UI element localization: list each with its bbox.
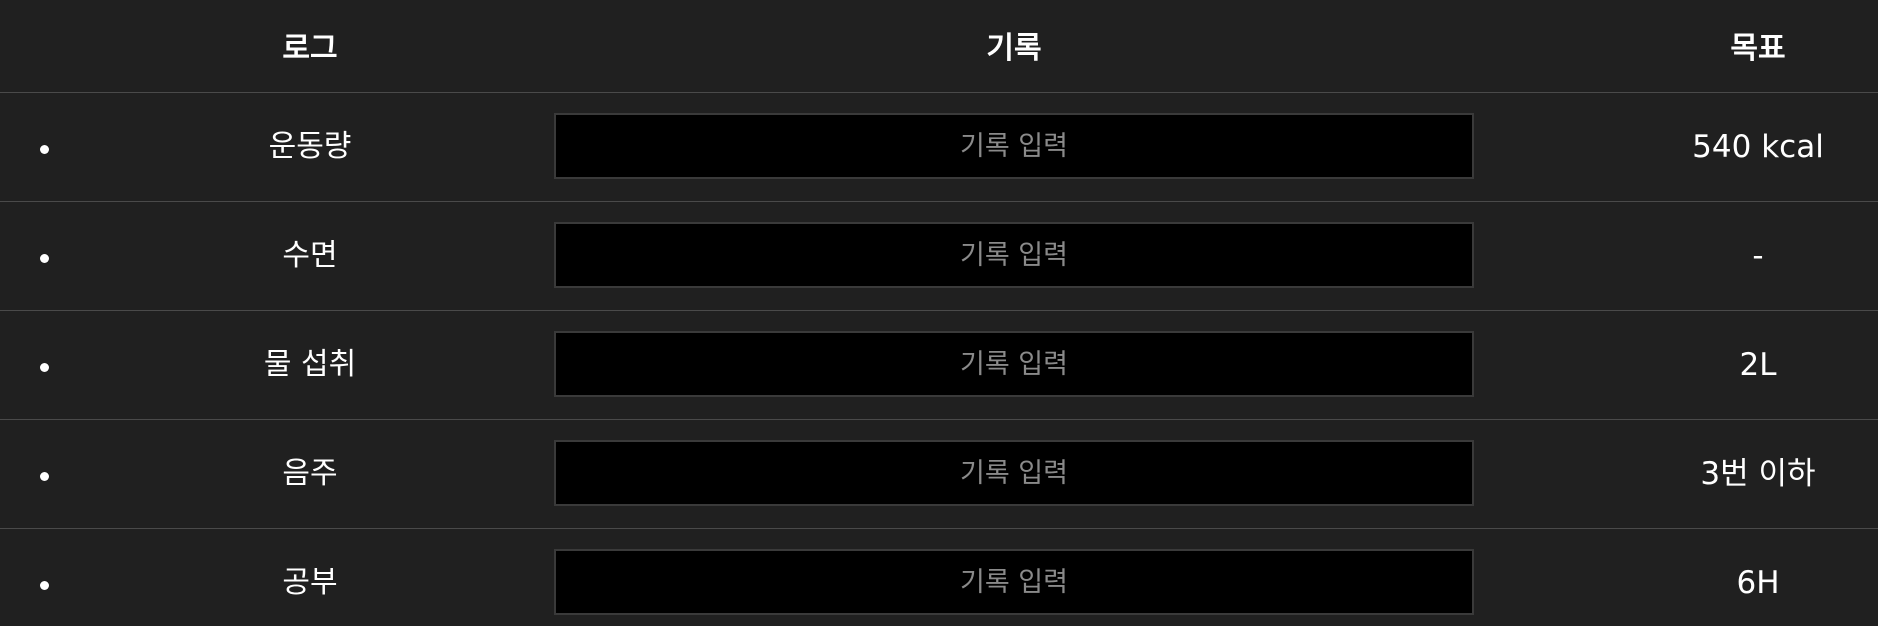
table-row: 운동량 540 kcal [0,93,1878,202]
record-input[interactable] [554,222,1474,288]
bullet-icon [40,145,49,154]
goal-value: - [1752,238,1764,274]
log-name: 운동량 [268,129,352,164]
table-body: 운동량 540 kcal 수면 - 물 섭취 2L 음주 3번 이하 공부 6 [0,93,1878,626]
goal-value: 2L [1739,347,1777,383]
bullet-icon [40,581,49,590]
record-input[interactable] [554,549,1474,615]
column-header-goal: 목표 [1730,31,1786,66]
log-name: 공부 [282,565,338,600]
table-row: 음주 3번 이하 [0,420,1878,529]
bullet-icon [40,254,49,263]
goal-value: 6H [1736,565,1780,601]
goal-value: 540 kcal [1692,129,1824,165]
bullet-icon [40,363,49,372]
table-row: 물 섭취 2L [0,311,1878,420]
record-input[interactable] [554,113,1474,179]
log-name: 음주 [282,456,338,491]
log-name: 물 섭취 [263,347,357,382]
table-row: 수면 - [0,202,1878,311]
goal-value: 3번 이하 [1700,456,1816,492]
log-name: 수면 [282,238,338,273]
record-input[interactable] [554,331,1474,397]
column-header-log: 로그 [282,31,338,66]
bullet-icon [40,472,49,481]
column-header-record: 기록 [986,31,1042,66]
table-row: 공부 6H [0,529,1878,626]
record-input[interactable] [554,440,1474,506]
table-header: 로그 기록 목표 [0,0,1878,93]
